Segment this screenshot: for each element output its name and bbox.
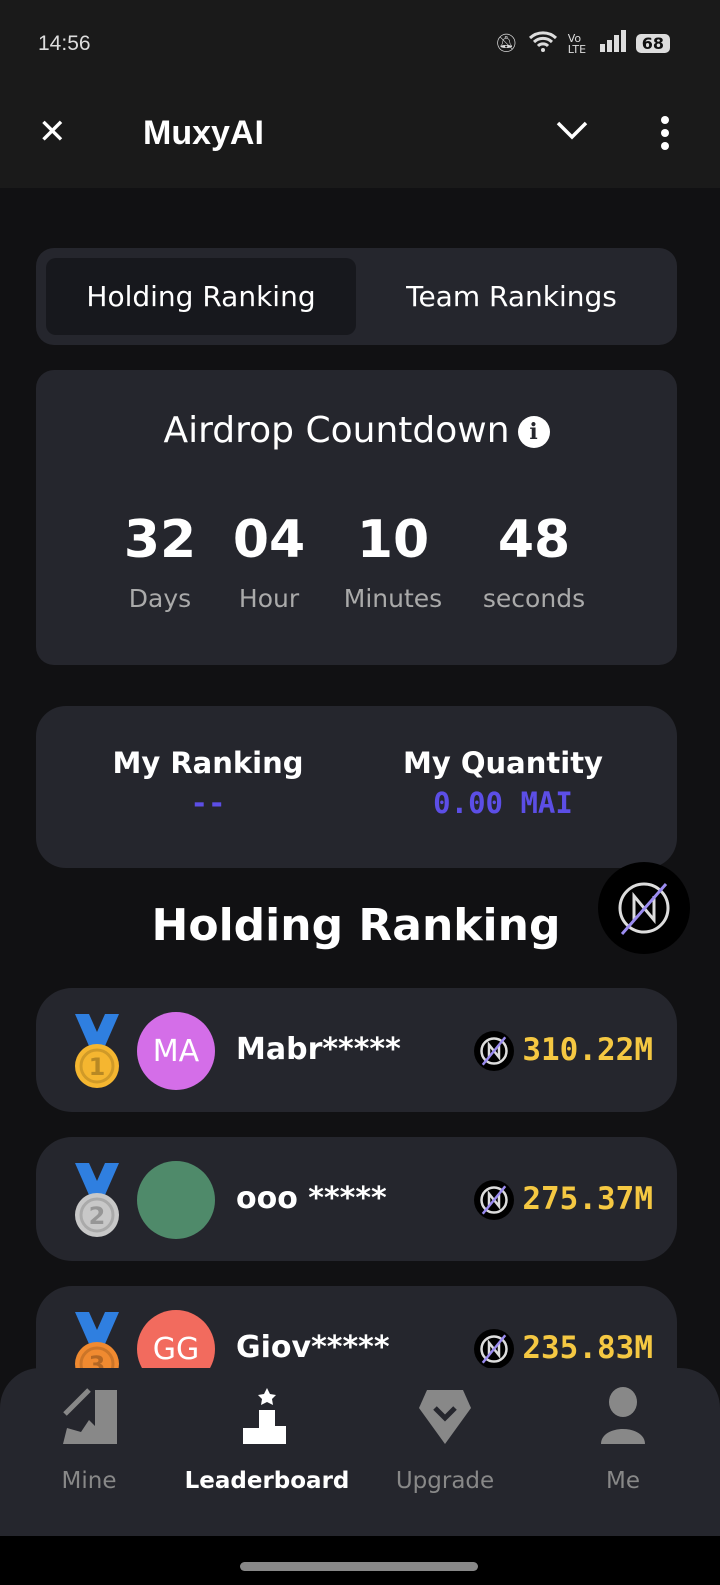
my-quantity: My Quantity 0.00 MAI <box>353 746 653 820</box>
medal-icon: 1 <box>72 1012 122 1096</box>
system-nav-bar <box>0 1536 720 1585</box>
days-label: Days <box>128 584 192 613</box>
podium-icon <box>178 1386 356 1450</box>
countdown-days: 32 Days <box>95 510 225 613</box>
my-ranking-label: My Ranking <box>112 746 304 780</box>
countdown-hours: 04 Hour <box>204 510 334 613</box>
holding-amount: 310.22M <box>522 1032 653 1068</box>
muxy-logo-floating-button[interactable] <box>598 862 690 954</box>
svg-text:1: 1 <box>89 1053 106 1081</box>
my-stats-card: My Ranking -- My Quantity 0.00 MAI <box>36 706 677 868</box>
nav-mine-label: Mine <box>61 1468 117 1494</box>
nav-mine[interactable]: Mine <box>0 1386 178 1494</box>
nav-me[interactable]: Me <box>534 1386 712 1494</box>
ranking-row[interactable]: 1 MA Mabr***** 310.22M <box>36 988 677 1112</box>
days-value: 32 <box>123 510 197 570</box>
nav-upgrade[interactable]: Upgrade <box>356 1386 534 1494</box>
countdown-title: Airdrop Countdown i <box>36 410 677 451</box>
countdown-seconds: 48 seconds <box>469 510 599 613</box>
home-indicator[interactable] <box>240 1562 478 1571</box>
nav-leaderboard-label: Leaderboard <box>184 1468 350 1494</box>
holding-amount: 235.83M <box>522 1330 653 1366</box>
hours-value: 04 <box>232 510 306 570</box>
countdown-title-text: Airdrop Countdown <box>163 410 510 451</box>
tab-team-rankings[interactable]: Team Rankings <box>406 280 617 313</box>
battery-level: 68 <box>635 34 670 53</box>
app-title: MuxyAI <box>143 114 264 152</box>
user-name: ooo ***** <box>236 1181 387 1216</box>
hours-label: Hour <box>238 584 300 613</box>
nav-me-label: Me <box>606 1468 640 1494</box>
network-label: Vo LTE <box>567 31 587 56</box>
ranking-tabs: Holding Ranking Team Rankings <box>36 248 677 345</box>
more-options-icon[interactable] <box>655 115 675 157</box>
user-name: Mabr***** <box>236 1032 401 1067</box>
seconds-value: 48 <box>497 510 571 570</box>
medal-icon: 2 <box>72 1161 122 1245</box>
mai-coin-icon <box>474 1031 514 1075</box>
status-time: 14:56 <box>38 32 91 55</box>
pickaxe-icon <box>0 1386 178 1450</box>
bottom-nav: Mine Leaderboard Upgrade Me <box>0 1368 720 1536</box>
my-quantity-label: My Quantity <box>403 746 603 780</box>
ranking-row[interactable]: 2 ooo ***** 275.37M <box>36 1137 677 1261</box>
seconds-label: seconds <box>482 584 586 613</box>
minutes-value: 10 <box>356 510 430 570</box>
signal-icon <box>599 30 626 57</box>
diamond-icon <box>356 1386 534 1450</box>
close-icon[interactable]: ✕ <box>38 112 67 152</box>
chevron-down-icon[interactable] <box>556 120 588 144</box>
section-title: Holding Ranking <box>151 900 561 951</box>
mai-coin-icon <box>474 1180 514 1224</box>
svg-text:2: 2 <box>89 1202 106 1230</box>
tab-holding-ranking[interactable]: Holding Ranking <box>46 258 356 335</box>
countdown-minutes: 10 Minutes <box>328 510 458 613</box>
nav-leaderboard[interactable]: Leaderboard <box>178 1386 356 1494</box>
wifi-icon <box>528 30 558 57</box>
airdrop-countdown-card: Airdrop Countdown i 32 Days 04 Hour 10 Minut… <box>36 370 677 665</box>
avatar: MA <box>137 1012 215 1090</box>
my-ranking: My Ranking -- <box>58 746 358 820</box>
app-bar <box>0 90 720 188</box>
mai-coin-icon <box>474 1329 514 1373</box>
mute-icon: 🔕︎ <box>494 33 518 54</box>
holding-amount: 275.37M <box>522 1181 653 1217</box>
user-name: Giov***** <box>236 1330 390 1365</box>
my-quantity-value: 0.00 MAI <box>433 786 573 820</box>
minutes-label: Minutes <box>343 584 443 613</box>
info-icon[interactable]: i <box>517 416 550 448</box>
avatar <box>137 1161 215 1239</box>
status-icons: 🔕︎ Vo LTE 68 <box>495 30 670 57</box>
person-icon <box>534 1386 712 1450</box>
my-ranking-value: -- <box>190 786 226 820</box>
nav-upgrade-label: Upgrade <box>395 1468 495 1494</box>
